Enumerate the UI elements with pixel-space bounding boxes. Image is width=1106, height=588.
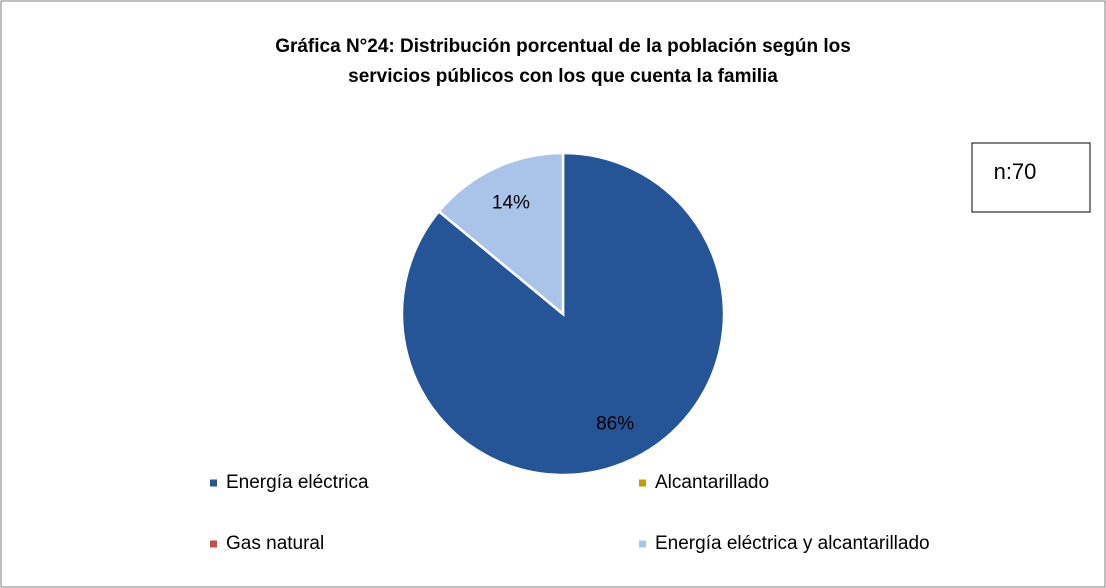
annotation-box bbox=[971, 142, 1091, 213]
data-label: 86% bbox=[596, 414, 634, 435]
legend-marker bbox=[639, 540, 646, 548]
data-label: 14% bbox=[492, 192, 530, 213]
legend-marker bbox=[210, 540, 217, 548]
legend-label: Gas natural bbox=[226, 533, 324, 554]
chart-title: Gráfica N°24: Distribución porcentual de… bbox=[275, 36, 851, 57]
legend-label: Energía eléctrica y alcantarillado bbox=[655, 533, 930, 554]
annotation: n:70 bbox=[994, 159, 1037, 184]
legend-label: Energía eléctrica bbox=[226, 472, 369, 493]
pie-slice bbox=[437, 151, 565, 317]
legend-marker bbox=[210, 479, 217, 487]
chart-title: servicios públicos con los que cuenta la… bbox=[348, 66, 778, 87]
legend-marker bbox=[639, 479, 646, 487]
legend-label: Alcantarillado bbox=[655, 472, 769, 493]
